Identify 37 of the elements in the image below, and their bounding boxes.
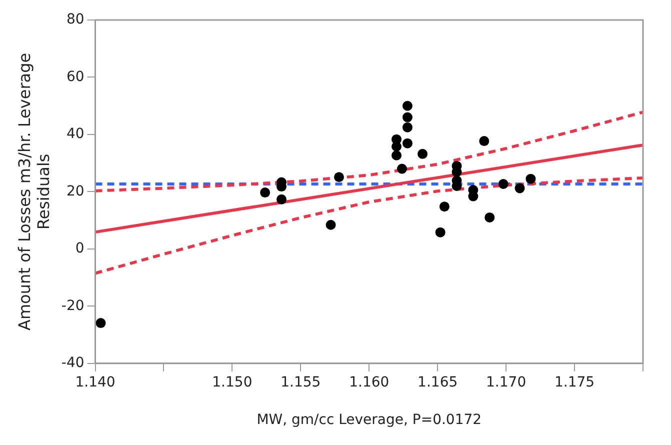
y-tick-label: 20	[66, 183, 84, 200]
x-tick-label: 1.170	[486, 374, 526, 390]
x-tick-label: 1.175	[554, 374, 595, 390]
y-tick-label: -20	[61, 298, 84, 314]
point	[402, 112, 412, 122]
x-tick-label: 1.160	[349, 374, 390, 390]
y-tick-label: -40	[61, 355, 84, 372]
point	[334, 172, 344, 182]
line-series	[95, 176, 643, 275]
point	[96, 318, 106, 328]
point	[326, 220, 336, 230]
x-tick-label: 1.140	[75, 374, 116, 390]
point	[402, 122, 412, 132]
x-tick-label: 1.165	[418, 374, 458, 390]
x-tick-label: 1.150	[212, 374, 252, 390]
y-tick-label: 40	[66, 126, 84, 142]
x-tick-label: 1.155	[280, 374, 321, 390]
line-series	[95, 110, 643, 192]
point	[402, 138, 412, 148]
point	[526, 174, 536, 184]
point	[260, 188, 270, 198]
point	[479, 136, 490, 146]
y-tick-label: 60	[66, 68, 84, 85]
y-tick-label: 0	[75, 240, 84, 257]
point	[276, 194, 286, 204]
y-tick-label: 80	[66, 12, 84, 28]
point	[396, 164, 407, 174]
point	[439, 202, 450, 212]
point	[435, 227, 446, 238]
point	[514, 183, 525, 194]
point	[402, 100, 412, 111]
point	[392, 150, 402, 160]
point	[418, 148, 428, 159]
y-axis-title: Amount of Losses m3/hr. Leverage Residuals	[14, 52, 53, 330]
point	[484, 212, 495, 222]
point	[498, 178, 508, 189]
x-axis-title: MW, gm/cc Leverage, P=0.0172	[256, 412, 482, 428]
